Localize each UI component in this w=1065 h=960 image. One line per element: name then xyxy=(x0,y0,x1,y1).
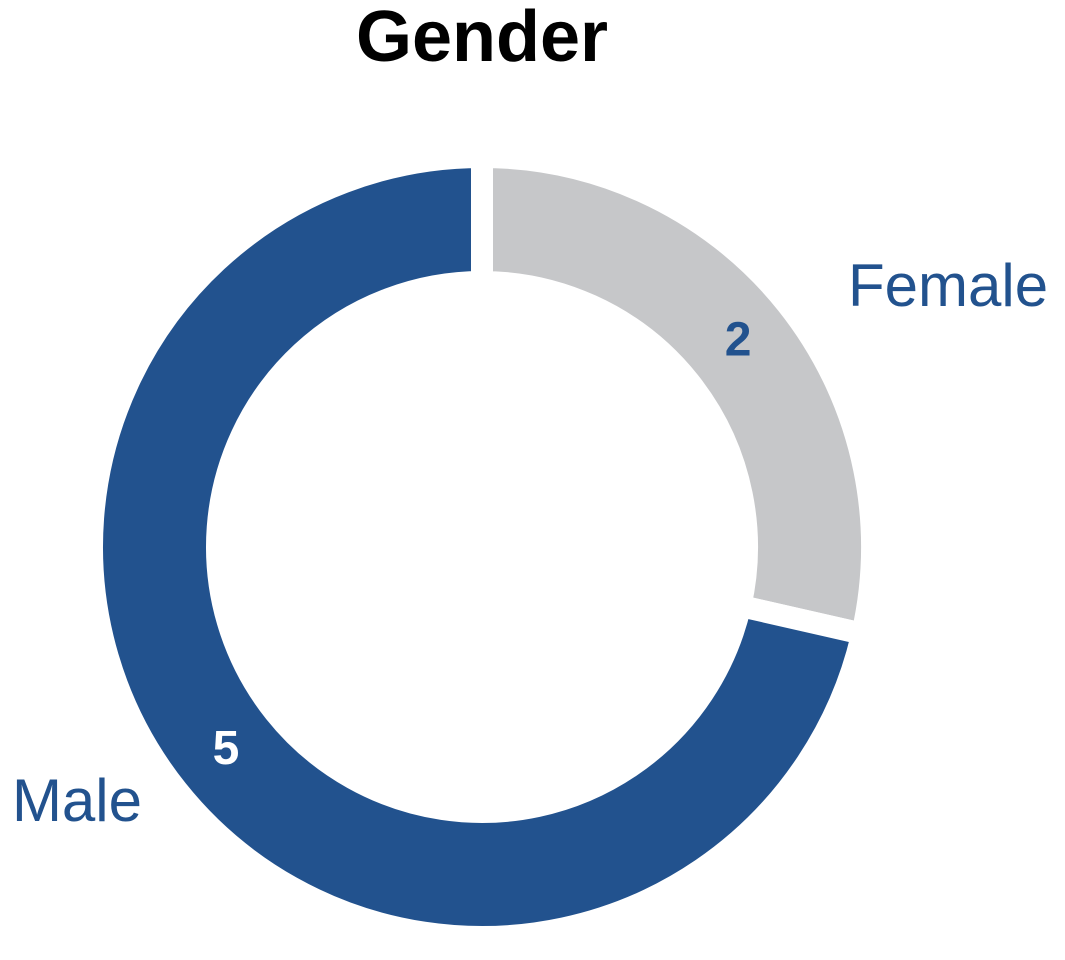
value-label: 5 xyxy=(213,722,240,775)
donut-slice xyxy=(81,145,876,948)
category-label: Male xyxy=(12,767,142,834)
category-label: Female xyxy=(848,252,1048,319)
value-label: 2 xyxy=(725,313,752,366)
donut-slice xyxy=(471,145,883,647)
chart-title: Gender xyxy=(356,0,608,77)
